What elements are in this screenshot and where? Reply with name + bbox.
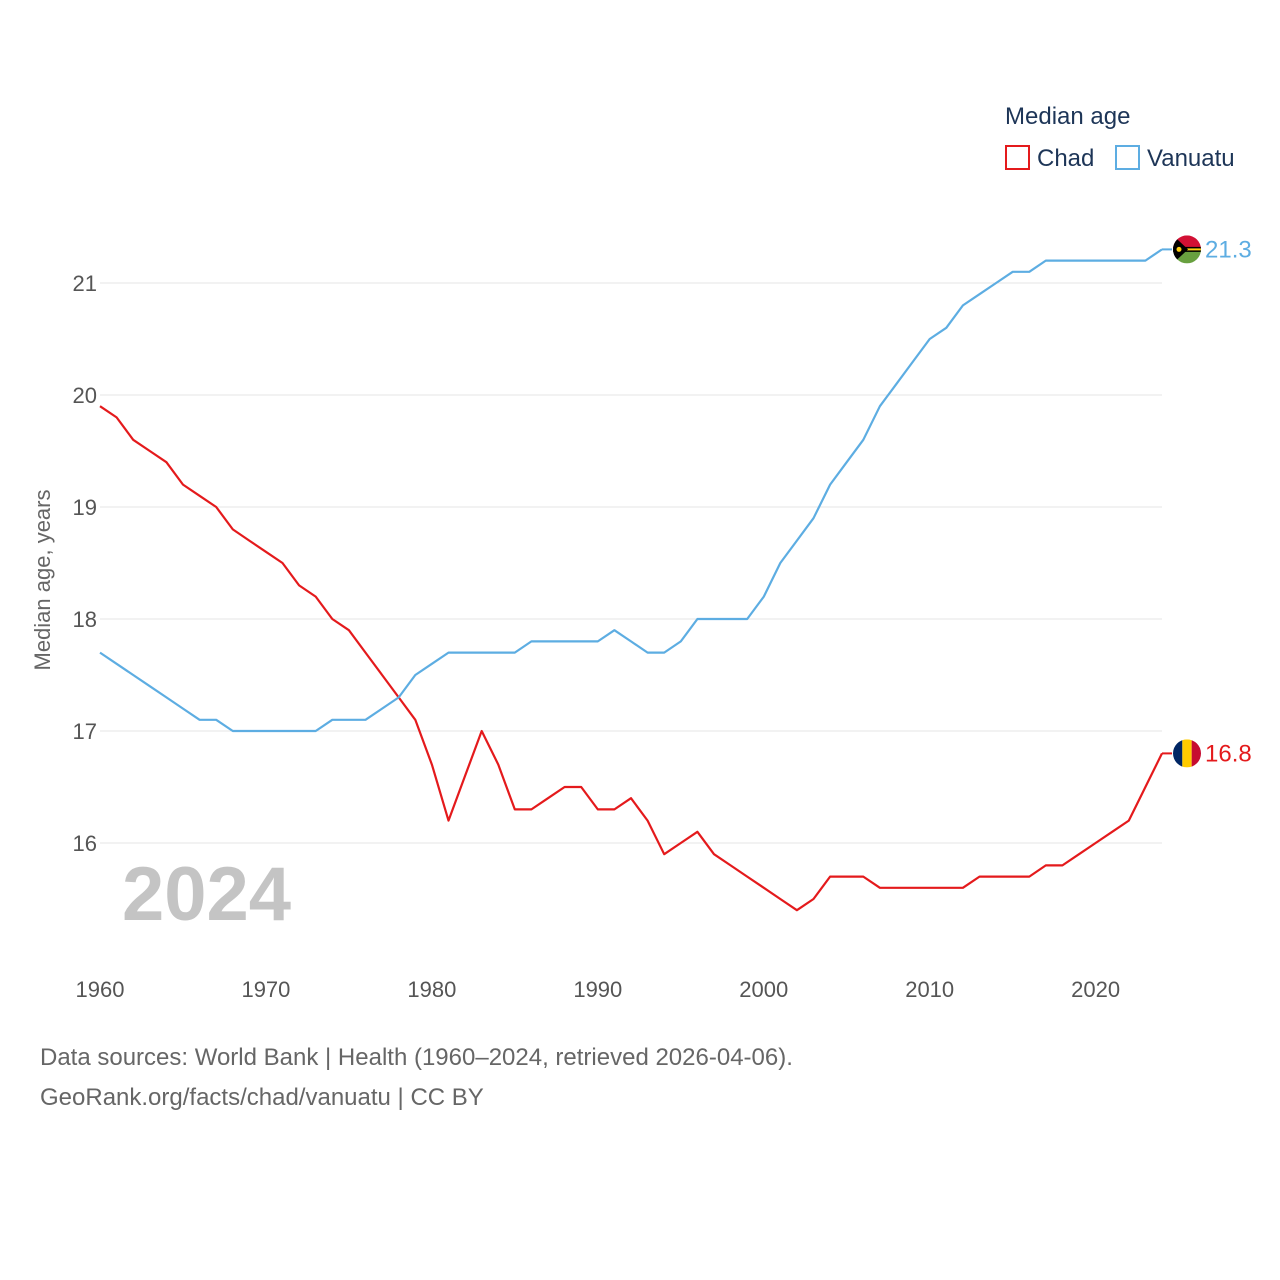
legend-item-chad[interactable]: Chad (1005, 145, 1094, 172)
legend-items[interactable]: Chad Vanuatu (1005, 145, 1235, 172)
source-note: Data sources: World Bank | Health (1960–… (40, 1044, 793, 1071)
x-tick-label: 1980 (407, 977, 456, 1002)
y-tick-label: 16 (73, 831, 97, 856)
y-tick-label: 20 (73, 383, 97, 408)
legend-label: Vanuatu (1147, 145, 1235, 172)
legend-swatch (1005, 145, 1030, 170)
series-lines (99, 248, 1163, 912)
x-tick-label: 1990 (573, 977, 622, 1002)
legend[interactable]: Median age Chad Vanuatu (1005, 103, 1235, 172)
vanuatu-flag-icon (1173, 235, 1201, 264)
series-line-chad[interactable] (99, 405, 1163, 912)
legend-swatch (1115, 145, 1140, 170)
y-tick-label: 18 (73, 607, 97, 632)
credit-link[interactable]: GeoRank.org/facts/chad/vanuatu | CC BY (40, 1084, 484, 1111)
y-axis-title: Median age, years (30, 490, 55, 671)
year-watermark: 2024 (122, 852, 291, 937)
end-labels: 16.8 21.3 (1162, 235, 1252, 768)
x-tick-label: 2000 (739, 977, 788, 1002)
y-tick-label: 19 (73, 495, 97, 520)
x-tick-label: 2010 (905, 977, 954, 1002)
y-axis-ticks: 16 17 18 19 20 21 (73, 271, 97, 856)
legend-item-vanuatu[interactable]: Vanuatu (1115, 145, 1235, 172)
line-chart: 16 17 18 19 20 21 1960 1970 1980 1990 2000 2010 202… (30, 103, 1252, 1002)
end-value-label: 21.3 (1205, 236, 1252, 263)
series-line-vanuatu[interactable] (99, 248, 1163, 733)
gridlines (100, 282, 1162, 844)
chad-flag-icon (1173, 739, 1201, 768)
x-tick-label: 2020 (1071, 977, 1120, 1002)
legend-title: Median age (1005, 103, 1130, 130)
end-value-label: 16.8 (1205, 740, 1252, 767)
x-tick-label: 1960 (76, 977, 125, 1002)
y-tick-label: 17 (73, 719, 97, 744)
legend-label: Chad (1037, 145, 1094, 172)
x-axis-ticks: 1960 1970 1980 1990 2000 2010 2020 (76, 977, 1121, 1002)
y-tick-label: 21 (73, 271, 97, 296)
x-tick-label: 1970 (241, 977, 290, 1002)
